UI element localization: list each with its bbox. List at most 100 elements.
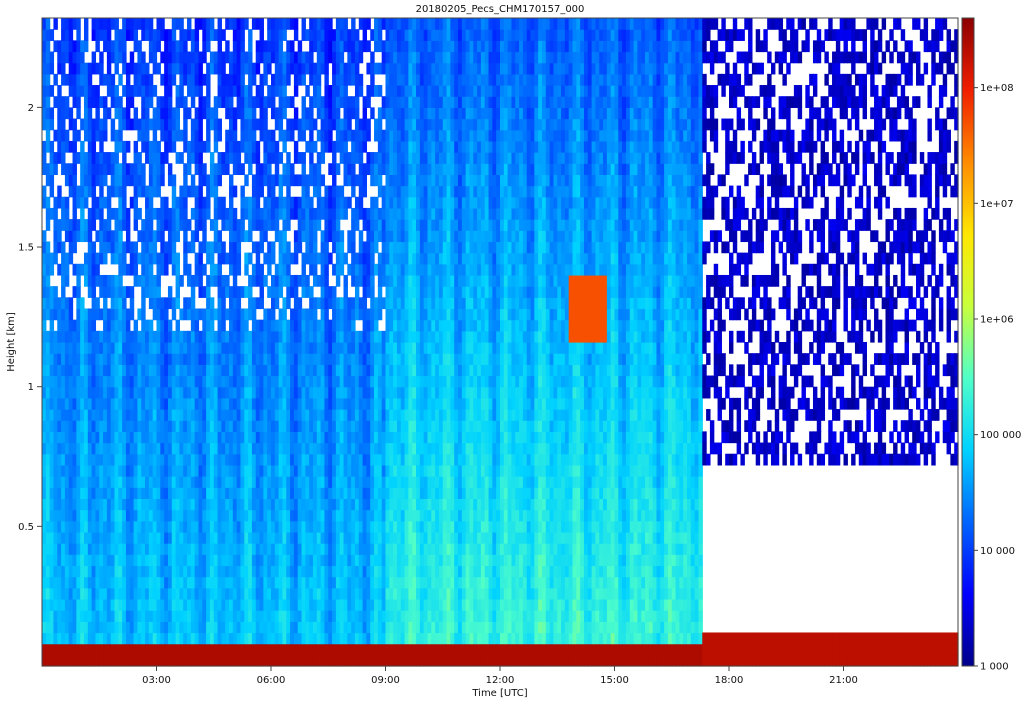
- heatmap-cell: [286, 531, 291, 544]
- heatmap-cell: [68, 543, 74, 555]
- heatmap-cell: [240, 621, 245, 634]
- heatmap-cell: [114, 453, 119, 466]
- heatmap-cell: [190, 554, 196, 567]
- heatmap-cell: [400, 531, 406, 544]
- heatmap-cell: [236, 442, 242, 455]
- heatmap-cell: [278, 587, 284, 600]
- heatmap-cell: [57, 308, 62, 321]
- heatmap-cell: [320, 386, 326, 399]
- heatmap-cell: [179, 565, 184, 578]
- heatmap-cell: [61, 554, 66, 567]
- heatmap-cell: [229, 174, 234, 187]
- heatmap-cell: [347, 442, 352, 455]
- heatmap-cell: [198, 286, 203, 298]
- heatmap-cell: [209, 453, 215, 466]
- heatmap-cell: [118, 554, 123, 567]
- heatmap-cell: [347, 364, 352, 377]
- heatmap-cell: [244, 610, 249, 622]
- heatmap-cell: [297, 654, 303, 667]
- heatmap-cell: [301, 118, 306, 131]
- heatmap-cell: [125, 498, 131, 511]
- heatmap-cell: [385, 286, 390, 298]
- heatmap-cell: [297, 196, 303, 209]
- heatmap-cell: [259, 129, 264, 142]
- heatmap-cell: [110, 565, 116, 578]
- heatmap-cell: [335, 487, 341, 500]
- heatmap-cell: [297, 353, 303, 365]
- heatmap-cell: [61, 598, 66, 611]
- heatmap-cell: [347, 643, 352, 656]
- heatmap-cell: [358, 520, 364, 533]
- heatmap-cell: [274, 196, 280, 209]
- heatmap-cell: [396, 375, 402, 388]
- heatmap-cell: [103, 576, 108, 589]
- heatmap-cell: [309, 643, 314, 656]
- heatmap-cell: [45, 632, 51, 645]
- heatmap-cell: [217, 520, 222, 533]
- heatmap-cell: [347, 96, 352, 108]
- heatmap-cell: [103, 196, 108, 209]
- heatmap-cell: [194, 62, 200, 75]
- heatmap-cell: [110, 286, 116, 298]
- heatmap-cell: [404, 442, 409, 455]
- heatmap-cell: [332, 531, 337, 544]
- heatmap-cell: [49, 442, 55, 455]
- heatmap-cell: [118, 598, 123, 611]
- heatmap-cell: [240, 509, 245, 522]
- heatmap-cell: [389, 531, 394, 544]
- heatmap-cell: [217, 375, 222, 388]
- heatmap-cell: [335, 308, 341, 321]
- heatmap-cell: [297, 274, 303, 287]
- heatmap-cell: [156, 397, 161, 410]
- heatmap-cell: [282, 219, 287, 231]
- heatmap-cell: [83, 219, 89, 231]
- heatmap-cell: [248, 576, 253, 589]
- heatmap-cell: [137, 520, 142, 533]
- heatmap-cell: [263, 140, 268, 153]
- heatmap-cell: [148, 431, 154, 444]
- heatmap-cell: [114, 40, 119, 53]
- heatmap-cell: [167, 453, 173, 466]
- heatmap-cell: [133, 263, 139, 276]
- heatmap-cell: [259, 230, 264, 243]
- heatmap-cell: [198, 375, 203, 388]
- heatmap-cell: [99, 409, 104, 421]
- heatmap-cell: [347, 152, 352, 164]
- heatmap-cell: [381, 230, 387, 243]
- heatmap-cell: [91, 342, 97, 354]
- heatmap-cell: [358, 632, 364, 645]
- heatmap-cell: [160, 29, 165, 41]
- heatmap-cell: [209, 498, 215, 511]
- heatmap-cell: [377, 420, 383, 432]
- heatmap-cell: [370, 643, 375, 656]
- heatmap-cell: [274, 409, 280, 421]
- heatmap-cell: [106, 476, 112, 488]
- heatmap-cell: [45, 554, 51, 567]
- heatmap-cell: [232, 531, 238, 544]
- heatmap-cell: [312, 386, 318, 399]
- heatmap-cell: [217, 643, 222, 656]
- heatmap-cell: [213, 196, 219, 209]
- heatmap-cell: [347, 587, 352, 600]
- heatmap-cell: [206, 654, 211, 667]
- heatmap-cell: [377, 152, 383, 164]
- heatmap-cell: [297, 308, 303, 321]
- heatmap-cell: [103, 174, 108, 187]
- heatmap-cell: [396, 397, 402, 410]
- heatmap-cell: [282, 598, 287, 611]
- heatmap-cell: [393, 152, 398, 164]
- heatmap-cell: [240, 163, 245, 176]
- heatmap-cell: [316, 621, 322, 634]
- heatmap-cell: [248, 96, 253, 108]
- heatmap-cell: [297, 464, 303, 477]
- heatmap-cell: [324, 598, 329, 611]
- heatmap-cell: [332, 643, 337, 656]
- heatmap-cell: [202, 643, 207, 656]
- heatmap-cell: [133, 252, 139, 265]
- heatmap-cell: [347, 330, 352, 343]
- heatmap-cell: [377, 442, 383, 455]
- heatmap-cell: [358, 230, 364, 243]
- heatmap-cell: [320, 353, 326, 365]
- heatmap-cell: [312, 308, 318, 321]
